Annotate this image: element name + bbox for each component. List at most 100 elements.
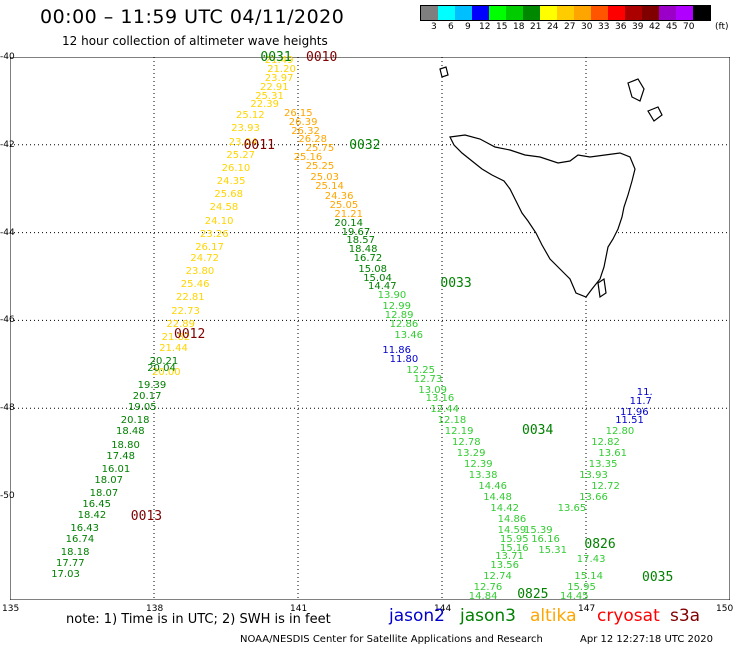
- bruny-island: [597, 277, 607, 299]
- colorbar-swatch: [625, 6, 642, 20]
- pass-time-label: 0033: [440, 276, 472, 292]
- swh-value-label: 17.43: [576, 553, 606, 565]
- swh-value-label: 14.46: [478, 481, 508, 493]
- swh-value-label: 26.28: [298, 134, 328, 146]
- colorbar-swatch: [659, 6, 676, 20]
- colorbar-tick: 45: [666, 22, 678, 32]
- colorbar-tick: 12: [479, 22, 491, 32]
- swh-value-label: 26.17: [195, 241, 224, 253]
- colorbar-swatch: [591, 6, 608, 20]
- colorbar-tick: 27: [564, 22, 576, 32]
- swh-value-label: 23.97: [264, 72, 294, 84]
- colorbar-tick: 36: [615, 22, 627, 32]
- colorbar: [420, 5, 711, 21]
- colorbar-tick: 33: [598, 22, 610, 32]
- swh-value-label: 14.48: [483, 492, 512, 504]
- colorbar-swatch: [523, 6, 540, 20]
- colorbar-tick: 15: [496, 22, 508, 32]
- colorbar-tick: 30: [581, 22, 593, 32]
- swh-value-label: 19.67: [341, 226, 371, 238]
- swh-value-label: 12.86: [389, 318, 419, 330]
- swh-value-label: 14.86: [497, 514, 527, 526]
- swh-value-label: 18.80: [111, 439, 140, 451]
- swh-value-label: 14.42: [490, 503, 520, 515]
- swh-value-label: 15.95: [567, 582, 596, 594]
- swh-value-label: 24.58: [209, 202, 239, 214]
- colorbar-swatch: [540, 6, 557, 20]
- swh-value-label: 25.68: [214, 189, 244, 201]
- tasmania-mainland: [449, 134, 636, 298]
- legend-entry-altika: altika: [530, 606, 577, 626]
- swh-value-label: 26.10: [221, 162, 251, 174]
- swh-value-label: 15.08: [358, 263, 388, 275]
- swh-value-label: 16.01: [101, 463, 131, 475]
- colorbar-swatch: [489, 6, 506, 20]
- colorbar-swatch: [455, 6, 472, 20]
- colorbar-swatch: [676, 6, 693, 20]
- pass-time-label: 0012: [174, 326, 206, 342]
- swh-value-label: 20.17: [132, 391, 162, 403]
- swh-value-label: 12.74: [483, 571, 512, 583]
- colorbar-tick: 39: [632, 22, 644, 32]
- colorbar-tick: 6: [448, 22, 454, 32]
- swh-value-label: 24.72: [190, 252, 220, 264]
- colorbar-swatch: [608, 6, 625, 20]
- swh-value-label: 12.73: [413, 373, 443, 385]
- colorbar-swatch: [557, 6, 574, 20]
- swh-value-label: 18.48: [348, 244, 378, 256]
- flinders-island: [627, 78, 645, 102]
- legend-entry-jason2: jason2: [389, 606, 445, 626]
- legend-entry-s3a: s3a: [670, 606, 701, 626]
- map-subtitle: 12 hour collection of altimeter wave hei…: [62, 34, 328, 48]
- swh-value-label: 22.91: [260, 81, 289, 93]
- swh-value-label: 24.10: [204, 215, 234, 227]
- swh-value-label: 12.99: [382, 301, 412, 313]
- lon-tick-label: 150: [716, 604, 734, 614]
- swh-value-label: 12.89: [384, 310, 414, 322]
- swh-value-label: 18.18: [60, 547, 90, 559]
- lat-tick-label: -50: [0, 491, 15, 502]
- swh-value-label: 22.73: [171, 305, 200, 317]
- colorbar-unit: (ft): [715, 22, 729, 32]
- swh-value-label: 23.80: [185, 266, 215, 278]
- swh-value-label: 23.93: [231, 123, 260, 135]
- swh-value-label: 13.09: [418, 384, 448, 396]
- lon-tick-label: 141: [290, 604, 308, 614]
- swh-value-label: 17.48: [106, 450, 136, 462]
- colorbar-tick: 3: [431, 22, 437, 32]
- colorbar-swatch: [642, 6, 659, 20]
- swh-value-label: 25.75: [305, 143, 335, 155]
- colorbar-swatch: [472, 6, 489, 20]
- swh-value-label: 25.12: [236, 110, 265, 122]
- swh-value-label: 11.7: [629, 395, 652, 407]
- swh-value-label: 26.32: [291, 125, 320, 137]
- swh-value-label: 16.45: [82, 498, 112, 510]
- swh-value-label: 18.57: [346, 235, 376, 247]
- pass-time-label: 0010: [306, 50, 338, 65]
- colorbar-tick: 9: [465, 22, 471, 32]
- swh-value-label: 18.42: [77, 509, 107, 521]
- swh-value-label: 16.72: [353, 252, 383, 264]
- swh-value-label: 15.14: [574, 571, 604, 583]
- colorbar-tick: 42: [649, 22, 661, 32]
- lon-tick-label: 144: [434, 604, 452, 614]
- swh-value-label: 21.21: [334, 209, 364, 221]
- lat-tick-label: -40: [0, 52, 15, 62]
- swh-value-label: 12.39: [464, 459, 493, 471]
- swh-value-label: 15.39: [524, 525, 553, 537]
- colorbar-swatch: [421, 6, 438, 20]
- legend-entry-cryosat: cryosat: [597, 606, 660, 626]
- swh-value-label: 13.35: [588, 459, 618, 471]
- swh-value-label: 25.27: [226, 149, 256, 161]
- swh-value-label: 25.14: [315, 180, 344, 192]
- swh-value-label: 14.47: [368, 281, 397, 293]
- swh-value-label: 12.78: [452, 437, 481, 449]
- swh-value-label: 18.07: [89, 487, 119, 499]
- swh-value-label: 13.66: [579, 492, 608, 504]
- swh-value-label: 12.76: [473, 582, 503, 594]
- swh-value-label: 16.16: [531, 533, 560, 545]
- pass-time-label: 0013: [130, 508, 163, 524]
- swh-value-label: 25.03: [310, 171, 340, 183]
- swh-value-label: 13.93: [579, 470, 608, 482]
- swh-value-label: 19.05: [128, 402, 157, 414]
